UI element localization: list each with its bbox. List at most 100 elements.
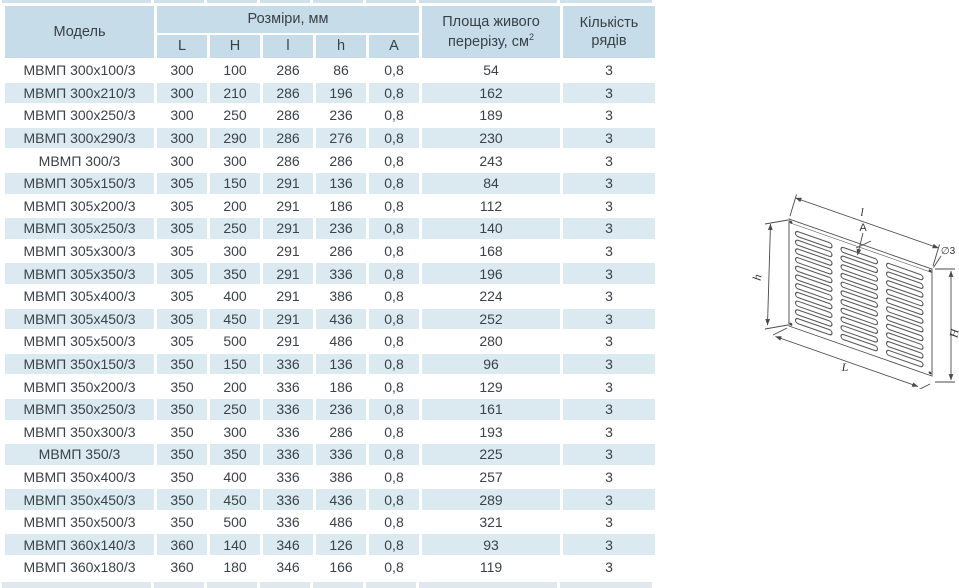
cell-L: 305 [157, 195, 207, 217]
cell-A: 0,8 [369, 127, 419, 149]
cell-model: МВМП 350х500/3 [5, 511, 154, 533]
cell-area: 280 [422, 331, 560, 352]
cell-H: 300 [210, 240, 260, 262]
cell-area: 162 [422, 82, 560, 104]
table-row: МВМП 300х100/3 300 100 286 86 0,8 54 3 [5, 60, 655, 81]
table-row: МВМП 305х400/3 305 400 291 386 0,8 224 3 [5, 285, 655, 307]
cell-h: 276 [316, 127, 366, 149]
cell-L: 300 [157, 60, 207, 81]
spec-table: Модель Розміри, мм Площа живого перерізу… [2, 4, 658, 580]
cell-rows-count: 3 [563, 60, 655, 81]
cell-h: 86 [316, 60, 366, 81]
cell-area: 54 [422, 60, 560, 81]
louver-slat [794, 274, 833, 292]
cell-l: 336 [263, 376, 313, 397]
cell-H: 180 [210, 557, 260, 578]
cell-A: 0,8 [369, 331, 419, 352]
louver-slat [840, 281, 879, 300]
louver-slat [794, 248, 833, 266]
cell-h: 386 [316, 285, 366, 307]
cell-A: 0,8 [369, 534, 419, 556]
cell-area: 168 [422, 240, 560, 262]
cell-rows-count: 3 [563, 105, 655, 126]
cell-area: 257 [422, 466, 560, 488]
col-header-L: L [157, 35, 207, 58]
area-header-line2: перерізу, см [448, 33, 529, 50]
table-row: МВМП 360х140/3 360 140 346 126 0,8 93 3 [5, 534, 655, 556]
cell-rows-count: 3 [563, 376, 655, 397]
cell-model: МВМП 305х400/3 [5, 285, 154, 307]
cell-model: МВМП 305х200/3 [5, 195, 154, 217]
louver-slat [840, 307, 879, 326]
cell-L: 305 [157, 285, 207, 307]
cell-model: МВМП 305х300/3 [5, 240, 154, 262]
cell-H: 100 [210, 60, 260, 81]
cell-h: 436 [316, 489, 366, 510]
cell-A: 0,8 [369, 285, 419, 307]
cell-A: 0,8 [369, 240, 419, 262]
cell-area: 189 [422, 105, 560, 126]
cell-H: 450 [210, 489, 260, 510]
cell-l: 346 [263, 557, 313, 578]
cell-rows-count: 3 [563, 218, 655, 239]
cell-l: 291 [263, 218, 313, 239]
cell-A: 0,8 [369, 105, 419, 126]
cell-model: МВМП 300х210/3 [5, 82, 154, 104]
cell-l: 336 [263, 444, 313, 465]
louver-slat [840, 255, 879, 274]
cell-H: 350 [210, 263, 260, 284]
cell-H: 150 [210, 353, 260, 375]
cell-model: МВМП 350х400/3 [5, 466, 154, 488]
table-row: МВМП 305х450/3 305 450 291 436 0,8 252 3 [5, 308, 655, 330]
col-header-H: H [210, 35, 260, 58]
cell-L: 300 [157, 150, 207, 171]
cell-area: 225 [422, 444, 560, 465]
cell-H: 450 [210, 308, 260, 330]
cell-h: 336 [316, 444, 366, 465]
cell-l: 346 [263, 534, 313, 556]
cell-area: 112 [422, 195, 560, 217]
cell-L: 305 [157, 308, 207, 330]
cell-L: 305 [157, 240, 207, 262]
louver-slat [794, 309, 833, 327]
table-row: МВМП 350х150/3 350 150 336 136 0,8 96 3 [5, 353, 655, 375]
cell-l: 291 [263, 263, 313, 284]
cell-A: 0,8 [369, 557, 419, 578]
louver-slat [794, 300, 833, 319]
table-row: МВМП 350х250/3 350 250 336 236 0,8 161 3 [5, 398, 655, 420]
cell-rows-count: 3 [563, 240, 655, 262]
cell-h: 166 [316, 557, 366, 578]
cell-rows-count: 3 [563, 285, 655, 307]
cell-rows-count: 3 [563, 466, 655, 488]
table-row: МВМП 350х300/3 350 300 336 286 0,8 193 3 [5, 421, 655, 443]
louver-slat [794, 265, 833, 284]
cell-A: 0,8 [369, 511, 419, 533]
table-body: МВМП 300х100/3 300 100 286 86 0,8 54 3 М… [5, 60, 655, 578]
table-row: МВМП 305х200/3 305 200 291 186 0,8 112 3 [5, 195, 655, 217]
cell-l: 291 [263, 308, 313, 330]
cell-area: 196 [422, 263, 560, 284]
cell-A: 0,8 [369, 421, 419, 443]
louver-slat [885, 262, 924, 281]
cell-l: 336 [263, 421, 313, 443]
cell-L: 350 [157, 511, 207, 533]
cell-H: 150 [210, 172, 260, 194]
cell-rows-count: 3 [563, 398, 655, 420]
cell-model: МВМП 350х150/3 [5, 353, 154, 375]
cell-area: 230 [422, 127, 560, 149]
cell-area: 84 [422, 172, 560, 194]
cell-model: МВМП 350х200/3 [5, 376, 154, 397]
louver-slat [885, 306, 924, 324]
louver-slat [840, 299, 879, 317]
table-row: МВМП 305х300/3 305 300 291 286 0,8 168 3 [5, 240, 655, 262]
cell-area: 140 [422, 218, 560, 239]
cell-L: 360 [157, 534, 207, 556]
cell-A: 0,8 [369, 195, 419, 217]
cell-H: 210 [210, 82, 260, 104]
cell-H: 250 [210, 398, 260, 420]
louver-slat [840, 316, 879, 334]
col-header-rows-count: Кількість рядів [563, 6, 655, 58]
cell-h: 286 [316, 240, 366, 262]
cell-model: МВМП 305х250/3 [5, 218, 154, 239]
table-row: МВМП 350/3 350 350 336 336 0,8 225 3 [5, 444, 655, 465]
